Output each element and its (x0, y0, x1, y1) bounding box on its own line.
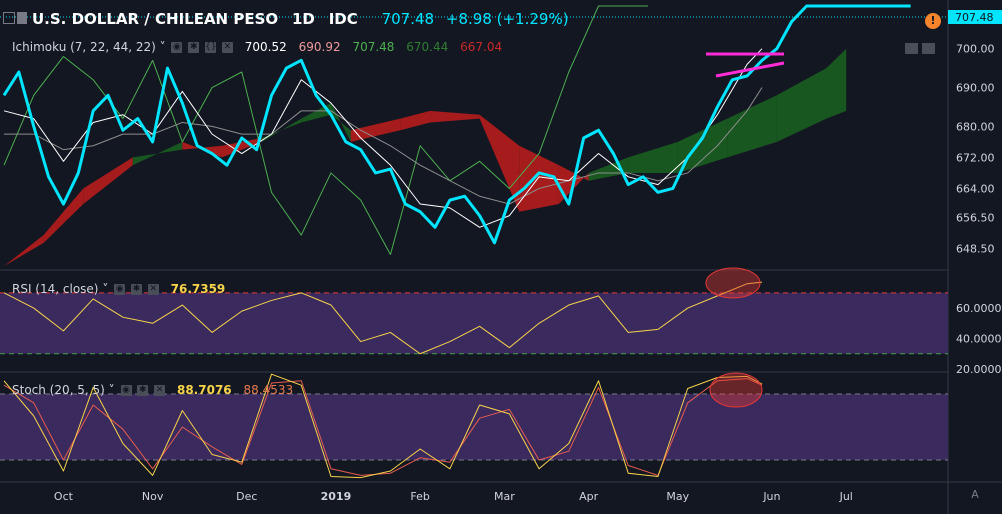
time-tick-label: Apr (579, 490, 599, 503)
rsi-legend: RSI (14, close) ˅ ◉ ✱ ✕ 76.7359 (12, 282, 225, 302)
alert-icon[interactable]: ! (925, 13, 941, 29)
close-icon[interactable]: ✕ (154, 385, 166, 396)
auto-scale-icon[interactable]: A (971, 488, 979, 501)
cloud-segment (83, 157, 133, 204)
time-tick-label: 2019 (321, 490, 352, 503)
symbol-header: U.S. DOLLAR / CHILEAN PESO 1D IDC 707.48… (32, 10, 569, 30)
price-tick-label: 648.50 (956, 243, 995, 256)
time-tick-label: Jul (839, 490, 853, 503)
ichimoku-value-span-b: 667.04 (460, 40, 503, 54)
price-tick-label: 656.50 (956, 212, 995, 225)
cloud-segment (776, 68, 827, 142)
stoch-k-value: 88.7076 (176, 383, 232, 397)
rsi-label[interactable]: RSI (14, close) (12, 282, 99, 296)
ichimoku-value-kijun: 690.92 (298, 40, 341, 54)
price-tick-label: 690.00 (956, 82, 995, 95)
symbol-title[interactable]: U.S. DOLLAR / CHILEAN PESO (32, 10, 279, 28)
price-tick-label: 672.00 (956, 151, 995, 164)
ichimoku-legend: Ichimoku (7, 22, 44, 22) ˅ ◉ ✱ {} ✕ 700.… (12, 40, 502, 60)
ichimoku-cloud (4, 48, 847, 267)
time-tick-label: Oct (54, 490, 74, 503)
stoch-highlight-ellipse (709, 372, 763, 408)
interval-label[interactable]: 1D (291, 10, 315, 28)
price-change: +8.98 (+1.29%) (445, 10, 569, 28)
cloud-segment (350, 118, 401, 142)
rsi-band (0, 292, 948, 354)
price-tag-bg (948, 10, 1002, 24)
cloud-segment (677, 118, 728, 173)
pane-collapse-icon[interactable] (905, 43, 918, 54)
ichimoku-value-chikou: 707.48 (352, 40, 395, 54)
settings-icon[interactable]: ✱ (137, 385, 149, 396)
cloud-segment (43, 188, 84, 243)
chevron-down-icon[interactable]: ˅ (108, 383, 115, 397)
visibility-icon[interactable]: ◉ (171, 42, 183, 53)
ichimoku-label[interactable]: Ichimoku (7, 22, 44, 22) (12, 40, 156, 54)
cloud-segment (826, 48, 847, 119)
stoch-label[interactable]: Stoch (20, 5, 5) (12, 383, 105, 397)
cloud-segment (221, 138, 262, 158)
pane-close-icon[interactable] (922, 43, 935, 54)
tenkan-line (3, 48, 763, 228)
exchange-label: IDC (328, 10, 358, 28)
settings-icon[interactable]: ✱ (130, 284, 142, 295)
cloud-segment (519, 145, 559, 212)
cloud-segment (628, 141, 678, 173)
rsi-line (3, 281, 763, 355)
time-tick-label: Jun (762, 490, 780, 503)
visibility-icon[interactable]: ◉ (120, 385, 132, 396)
time-tick-label: Dec (236, 490, 257, 503)
cloud-segment (261, 118, 302, 142)
close-line (2, 4, 911, 245)
close-icon[interactable]: ✕ (221, 42, 233, 53)
settings-icon[interactable]: ✱ (188, 42, 200, 53)
visibility-icon[interactable]: ◉ (114, 284, 126, 295)
cloud-segment (727, 95, 777, 158)
time-tick-label: Feb (410, 490, 429, 503)
rsi-tick-label: 20.0000 (956, 363, 1002, 376)
collapse-icon[interactable] (3, 12, 15, 24)
price-tick-label: 680.00 (956, 120, 995, 133)
source-code-icon[interactable]: {} (205, 42, 217, 53)
cloud-segment (132, 141, 183, 166)
chevron-down-icon[interactable]: ˅ (102, 282, 109, 296)
stoch-legend: Stoch (20, 5, 5) ˅ ◉ ✱ ✕ 88.7076 88.4533 (12, 383, 293, 403)
cloud-segment (430, 110, 480, 123)
cloud-segment (479, 114, 520, 212)
stoch-d-line (3, 378, 763, 476)
stoch-k-line (3, 373, 763, 479)
time-tick-label: May (666, 490, 689, 503)
symbol-logo-icon (17, 12, 27, 24)
chevron-down-icon[interactable]: ˅ (159, 40, 166, 54)
rsi-tick-label: 40.0000 (956, 333, 1002, 346)
cloud-segment (400, 110, 431, 131)
rsi-highlight-ellipse (705, 267, 761, 299)
price-tag-label: 707.48 (955, 11, 994, 24)
annotation-line (715, 61, 785, 78)
rsi-tick-label: 60.0000 (956, 302, 1002, 315)
time-tick-label: Nov (142, 490, 164, 503)
cloud-segment (330, 103, 351, 142)
ichimoku-value-tenkan: 700.52 (244, 40, 287, 54)
rsi-value: 76.7359 (170, 282, 226, 296)
cloud-segment (301, 103, 331, 123)
kijun-line (4, 87, 763, 205)
price-tick-label: 664.00 (956, 182, 995, 195)
cloud-segment (4, 235, 44, 267)
last-price: 707.48 (381, 10, 435, 28)
stoch-d-value: 88.4533 (243, 383, 294, 397)
close-icon[interactable]: ✕ (147, 284, 159, 295)
price-tick-label: 700.00 (956, 43, 995, 56)
ichimoku-value-span-a: 670.44 (406, 40, 449, 54)
time-tick-label: Mar (494, 490, 515, 503)
